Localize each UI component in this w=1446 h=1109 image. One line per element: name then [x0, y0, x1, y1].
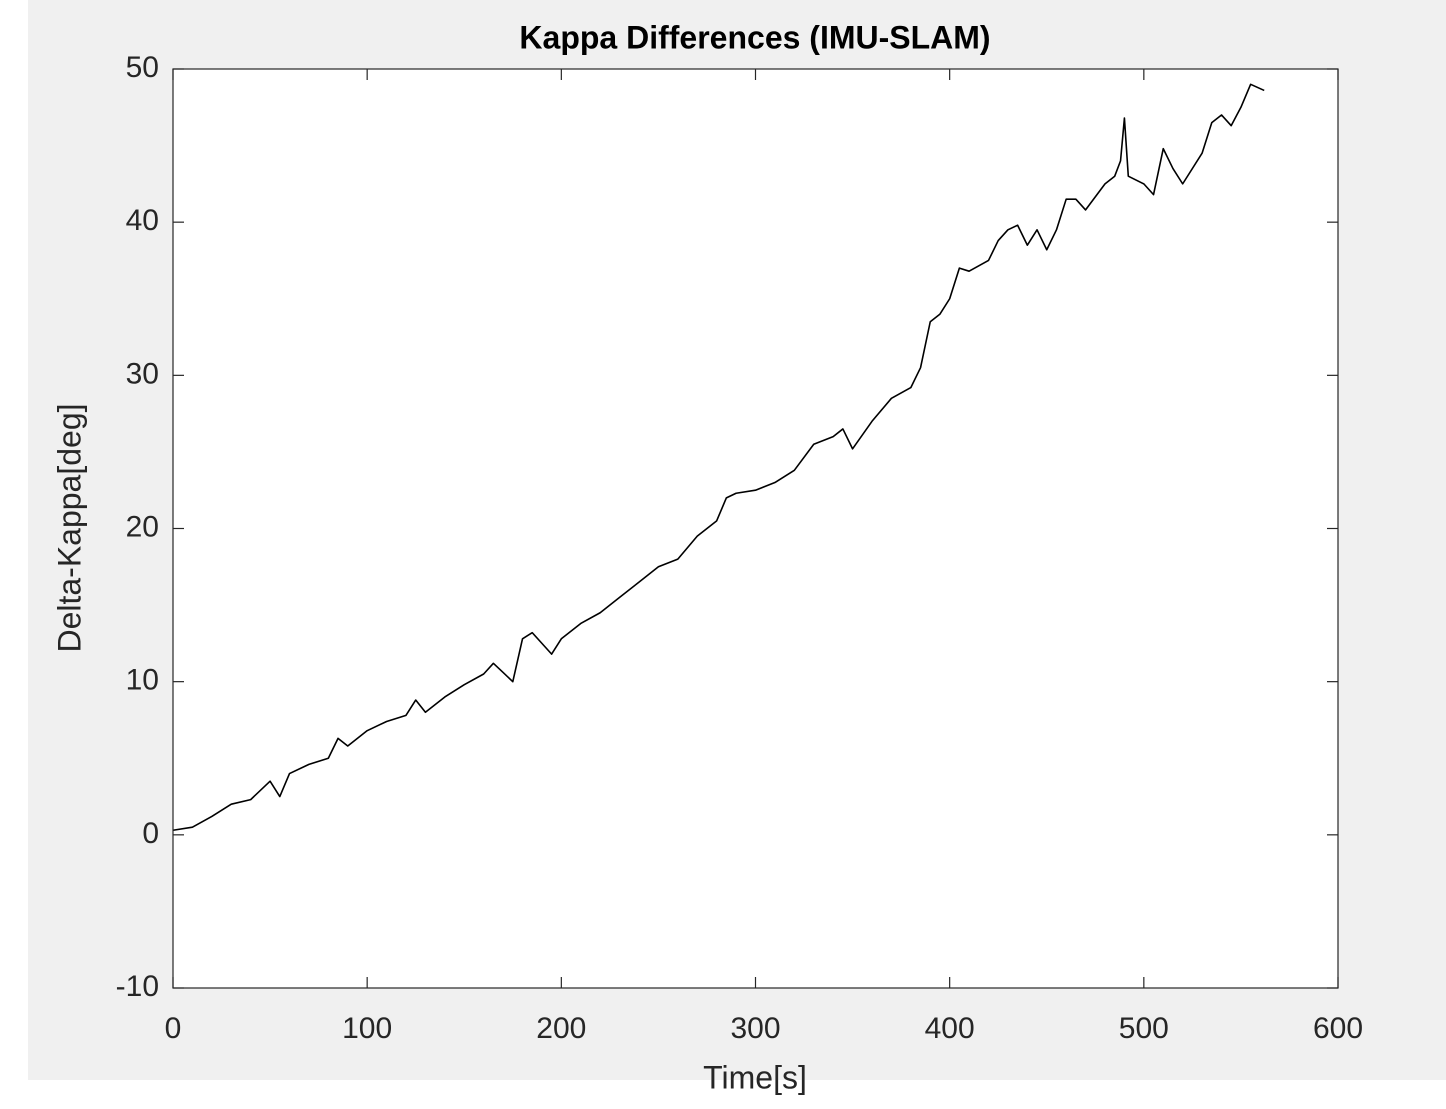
x-tick-label: 600 [1313, 1012, 1363, 1045]
y-tick-label: 0 [142, 817, 159, 850]
x-axis-label: Time[s] [703, 1059, 807, 1095]
y-tick-label: 20 [126, 510, 159, 543]
chart-title: Kappa Differences (IMU-SLAM) [519, 19, 990, 55]
data-line [172, 83, 1265, 832]
y-tick-label: 10 [126, 664, 159, 697]
x-tick-label: 0 [165, 1012, 182, 1045]
x-tick-label: 200 [536, 1012, 586, 1045]
axes-box [172, 68, 1339, 989]
plot-area [173, 69, 1338, 988]
y-tick-label: -10 [116, 970, 159, 1003]
y-tick-label: 50 [126, 51, 159, 84]
x-tick-label: 500 [1119, 1012, 1169, 1045]
y-tick-label: 30 [126, 357, 159, 390]
x-tick-label: 100 [342, 1012, 392, 1045]
x-tick-label: 400 [925, 1012, 975, 1045]
x-tick-label: 300 [730, 1012, 780, 1045]
y-axis-label: Delta-Kappa[deg] [51, 403, 87, 652]
y-tick-label: 40 [126, 204, 159, 237]
